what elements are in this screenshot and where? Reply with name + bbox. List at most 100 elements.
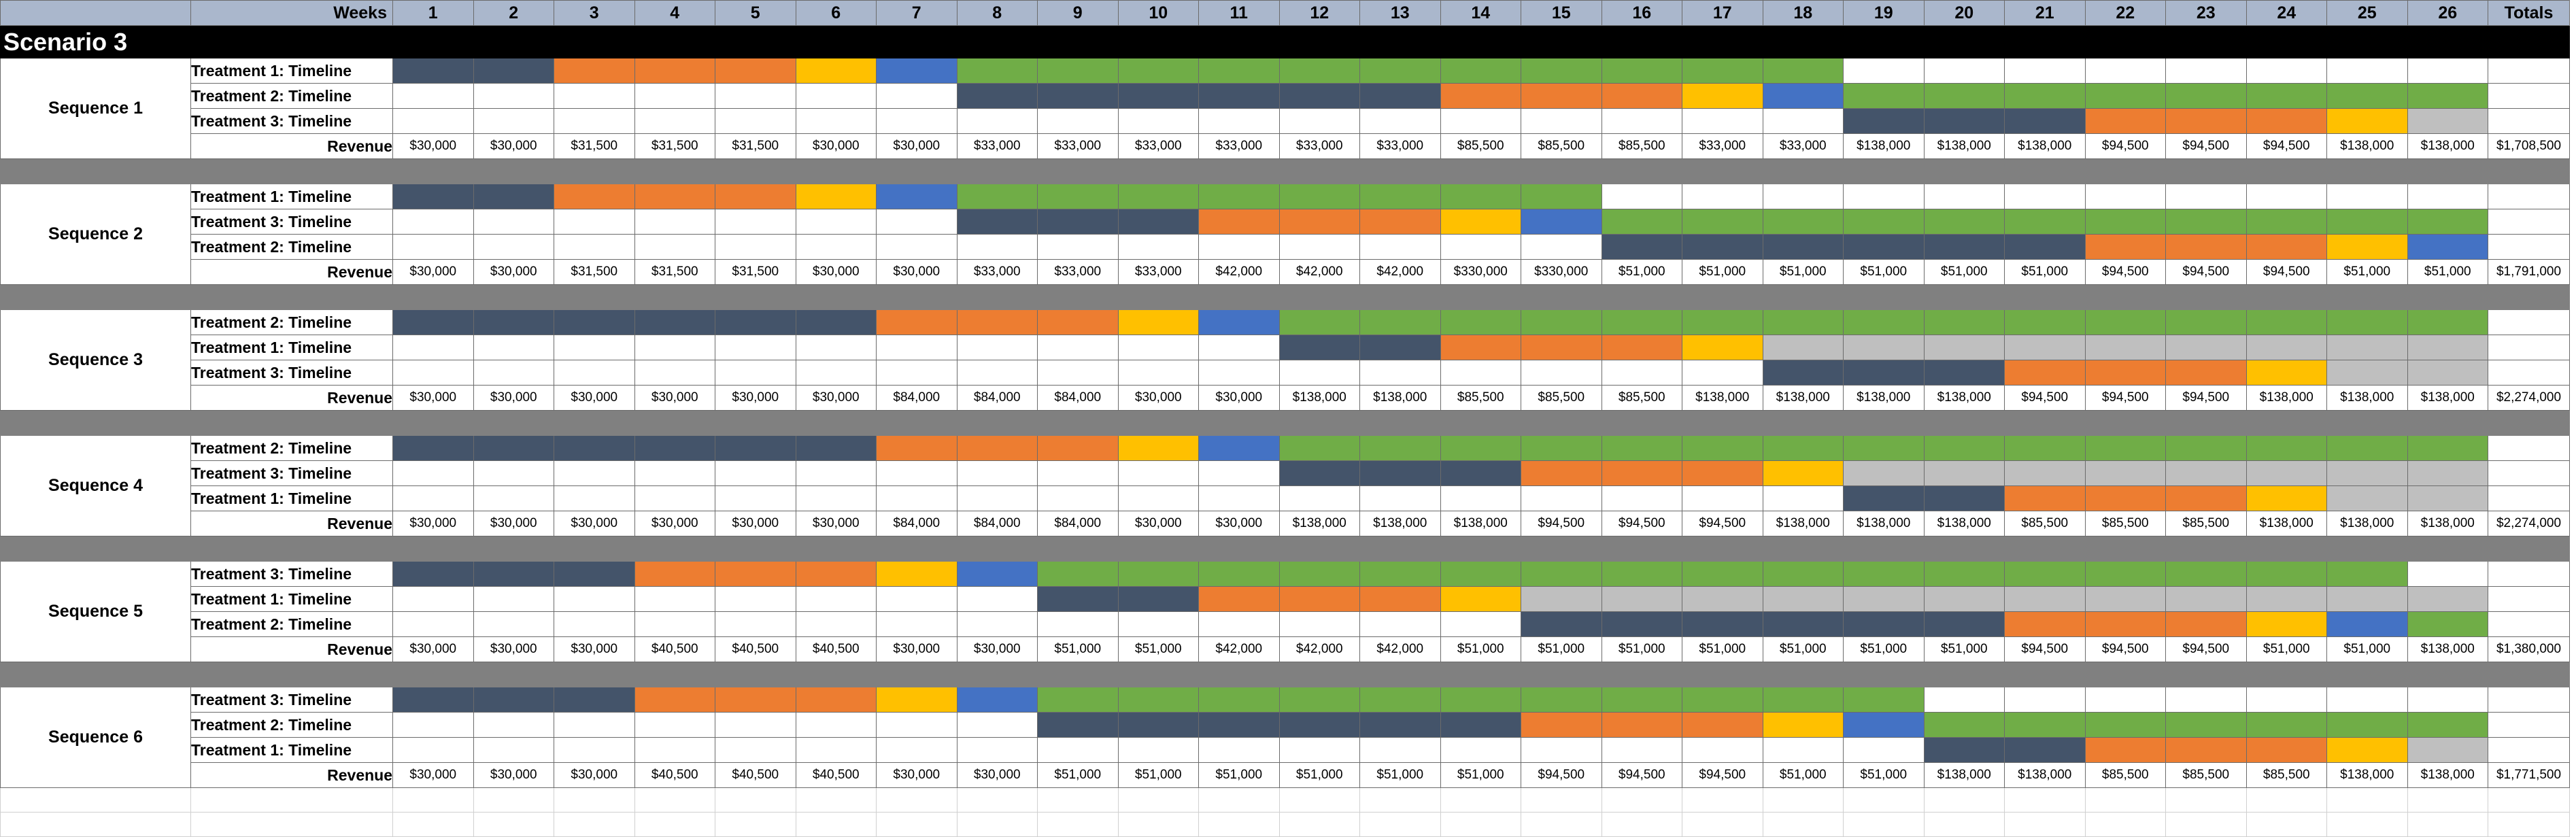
revenue-cell-week-1[interactable]: $30,000 <box>392 636 474 662</box>
revenue-cell-week-11[interactable]: $33,000 <box>1198 133 1280 159</box>
timeline-cell-week-11[interactable] <box>1198 611 1280 637</box>
revenue-label[interactable]: Revenue <box>190 133 393 159</box>
timeline-cell-week-12[interactable] <box>1278 561 1360 587</box>
timeline-cell-week-26[interactable] <box>2407 460 2488 486</box>
timeline-label[interactable]: Treatment 2: Timeline <box>190 435 393 461</box>
revenue-cell-week-3[interactable]: $30,000 <box>554 762 635 788</box>
timeline-cell-week-25[interactable] <box>2326 309 2408 335</box>
empty-cell[interactable] <box>1762 787 1844 813</box>
timeline-cell-week-22[interactable] <box>2084 712 2166 738</box>
timeline-cell-week-17[interactable] <box>1682 460 1763 486</box>
timeline-cell-week-6[interactable] <box>795 586 877 612</box>
timeline-cell-week-7[interactable] <box>876 309 957 335</box>
timeline-cell-week-1[interactable] <box>392 485 474 511</box>
timeline-cell-week-17[interactable] <box>1682 360 1763 386</box>
timeline-cell-week-11[interactable] <box>1198 184 1280 209</box>
timeline-cell-week-6[interactable] <box>795 234 877 260</box>
timeline-label[interactable]: Treatment 1: Timeline <box>190 58 393 84</box>
timeline-cell-week-10[interactable] <box>1117 586 1199 612</box>
timeline-cell-week-19[interactable] <box>1843 209 1925 235</box>
revenue-cell-week-16[interactable]: $94,500 <box>1601 762 1682 788</box>
timeline-cell-week-10[interactable] <box>1117 108 1199 134</box>
revenue-cell-week-8[interactable]: $30,000 <box>956 636 1038 662</box>
timeline-cell-week-11[interactable] <box>1198 209 1280 235</box>
timeline-label[interactable]: Treatment 2: Timeline <box>190 83 393 109</box>
timeline-cell-week-10[interactable] <box>1117 83 1199 109</box>
revenue-cell-week-17[interactable]: $33,000 <box>1682 133 1763 159</box>
revenue-cell-week-17[interactable]: $51,000 <box>1682 636 1763 662</box>
timeline-cell-week-23[interactable] <box>2165 611 2247 637</box>
revenue-label[interactable]: Revenue <box>190 259 393 285</box>
timeline-cell-week-8[interactable] <box>956 586 1038 612</box>
timeline-cell-week-11[interactable] <box>1198 586 1280 612</box>
week-header-10[interactable]: 10 <box>1117 0 1199 26</box>
revenue-cell-week-16[interactable]: $94,500 <box>1601 511 1682 536</box>
timeline-cell-week-13[interactable] <box>1359 561 1441 587</box>
revenue-cell-week-5[interactable]: $30,000 <box>715 511 796 536</box>
timeline-cell-week-1[interactable] <box>392 586 474 612</box>
timeline-cell-week-14[interactable] <box>1440 561 1521 587</box>
timeline-cell-week-20[interactable] <box>1923 360 2005 386</box>
timeline-cell-week-23[interactable] <box>2165 83 2247 109</box>
timeline-cell-week-24[interactable] <box>2245 360 2327 386</box>
revenue-cell-week-1[interactable]: $30,000 <box>392 385 474 411</box>
timeline-cell-week-11[interactable] <box>1198 460 1280 486</box>
timeline-total-cell[interactable] <box>2488 83 2570 109</box>
timeline-cell-week-6[interactable] <box>795 83 877 109</box>
timeline-cell-week-7[interactable] <box>876 737 957 763</box>
revenue-cell-week-2[interactable]: $30,000 <box>473 259 554 285</box>
timeline-cell-week-15[interactable] <box>1521 234 1602 260</box>
timeline-cell-week-8[interactable] <box>956 485 1038 511</box>
timeline-cell-week-13[interactable] <box>1359 435 1441 461</box>
separator-cell[interactable] <box>0 284 2570 310</box>
timeline-cell-week-10[interactable] <box>1117 360 1199 386</box>
separator-cell[interactable] <box>0 662 2570 687</box>
timeline-cell-week-18[interactable] <box>1762 485 1844 511</box>
revenue-cell-week-12[interactable]: $138,000 <box>1278 511 1360 536</box>
timeline-cell-week-6[interactable] <box>795 108 877 134</box>
timeline-cell-week-21[interactable] <box>2004 58 2086 84</box>
timeline-cell-week-4[interactable] <box>634 687 715 713</box>
timeline-cell-week-25[interactable] <box>2326 712 2408 738</box>
timeline-cell-week-22[interactable] <box>2084 485 2166 511</box>
timeline-cell-week-16[interactable] <box>1601 83 1682 109</box>
timeline-cell-week-1[interactable] <box>392 108 474 134</box>
timeline-cell-week-5[interactable] <box>715 83 796 109</box>
timeline-cell-week-6[interactable] <box>795 712 877 738</box>
timeline-cell-week-7[interactable] <box>876 712 957 738</box>
timeline-cell-week-20[interactable] <box>1923 611 2005 637</box>
separator-cell[interactable] <box>0 536 2570 562</box>
timeline-total-cell[interactable] <box>2488 687 2570 713</box>
timeline-cell-week-10[interactable] <box>1117 234 1199 260</box>
revenue-cell-week-12[interactable]: $138,000 <box>1278 385 1360 411</box>
revenue-cell-week-19[interactable]: $138,000 <box>1843 133 1925 159</box>
timeline-cell-week-21[interactable] <box>2004 485 2086 511</box>
timeline-cell-week-25[interactable] <box>2326 485 2408 511</box>
timeline-cell-week-17[interactable] <box>1682 737 1763 763</box>
timeline-cell-week-8[interactable] <box>956 435 1038 461</box>
revenue-cell-week-12[interactable]: $42,000 <box>1278 636 1360 662</box>
timeline-cell-week-11[interactable] <box>1198 83 1280 109</box>
timeline-cell-week-1[interactable] <box>392 435 474 461</box>
revenue-cell-week-9[interactable]: $33,000 <box>1037 259 1119 285</box>
empty-cell[interactable] <box>2165 812 2247 837</box>
timeline-cell-week-22[interactable] <box>2084 586 2166 612</box>
timeline-cell-week-4[interactable] <box>634 712 715 738</box>
timeline-cell-week-17[interactable] <box>1682 586 1763 612</box>
revenue-cell-week-11[interactable]: $30,000 <box>1198 511 1280 536</box>
sequence-label[interactable]: Sequence 6 <box>0 687 191 788</box>
timeline-cell-week-17[interactable] <box>1682 108 1763 134</box>
empty-cell[interactable] <box>876 787 957 813</box>
revenue-cell-week-15[interactable]: $51,000 <box>1521 636 1602 662</box>
timeline-cell-week-10[interactable] <box>1117 435 1199 461</box>
timeline-cell-week-19[interactable] <box>1843 360 1925 386</box>
timeline-cell-week-14[interactable] <box>1440 485 1521 511</box>
timeline-cell-week-14[interactable] <box>1440 737 1521 763</box>
timeline-cell-week-24[interactable] <box>2245 712 2327 738</box>
timeline-label[interactable]: Treatment 3: Timeline <box>190 460 393 486</box>
empty-cell[interactable] <box>1037 787 1119 813</box>
timeline-cell-week-19[interactable] <box>1843 561 1925 587</box>
timeline-cell-week-22[interactable] <box>2084 460 2166 486</box>
timeline-cell-week-25[interactable] <box>2326 460 2408 486</box>
timeline-cell-week-22[interactable] <box>2084 360 2166 386</box>
